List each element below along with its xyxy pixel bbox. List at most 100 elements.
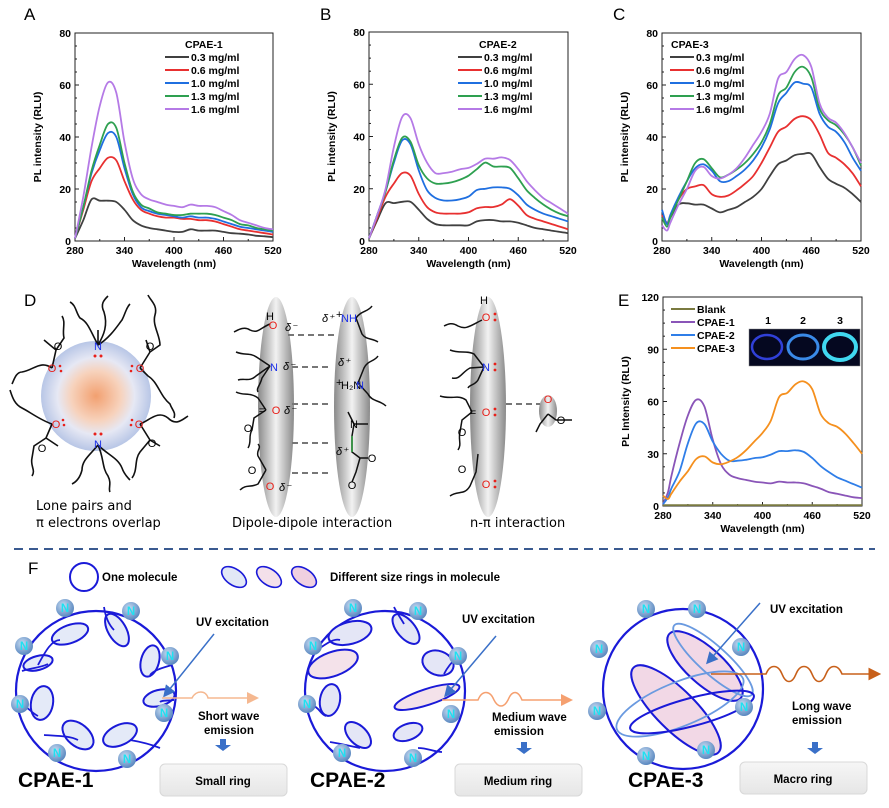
molecule-outline bbox=[14, 609, 178, 773]
delta-minus: δ⁻ bbox=[284, 405, 297, 417]
legend-label: 1.3 mg/ml bbox=[191, 91, 240, 103]
x-axis-label: Wavelength (nm) bbox=[720, 523, 804, 535]
legend-label: 1.0 mg/ml bbox=[484, 78, 533, 90]
y-tick-label: 40 bbox=[646, 132, 658, 144]
ester-oxygen: O bbox=[458, 427, 467, 439]
oxygen-atom: O bbox=[482, 479, 491, 491]
series-line-0-3-mg-ml bbox=[74, 197, 274, 239]
n-atom-label: N bbox=[160, 708, 168, 720]
carbonyl-bond: = bbox=[259, 405, 265, 417]
inset-label-2: 2 bbox=[800, 315, 806, 327]
y-tick-label: 40 bbox=[353, 132, 365, 144]
carbonyl-bond: = bbox=[470, 407, 476, 419]
x-tick-label: 340 bbox=[410, 245, 428, 257]
n-atom-label: N bbox=[642, 604, 650, 616]
emission-label-line1: Long wave bbox=[792, 701, 851, 713]
legend-label: 0.3 mg/ml bbox=[696, 52, 745, 64]
legend-label: 1.0 mg/ml bbox=[191, 78, 240, 90]
series-line-cpae-2 bbox=[662, 420, 863, 505]
plus-charge: + bbox=[336, 309, 342, 321]
n-atom-label: N bbox=[61, 603, 69, 615]
emission-label-line2: emission bbox=[494, 726, 544, 738]
legend-label: CPAE-1 bbox=[697, 317, 735, 329]
dipole-ellipse-right bbox=[334, 297, 370, 517]
y-tick-label: 30 bbox=[647, 449, 659, 461]
legend-label: 0.3 mg/ml bbox=[484, 52, 533, 64]
series-line-1-6-mg-ml bbox=[368, 113, 569, 239]
plot-frame bbox=[661, 32, 862, 242]
oxygen-atom: O bbox=[52, 419, 61, 431]
n-atom-label: N bbox=[123, 754, 131, 766]
ring-icon-medium bbox=[255, 565, 283, 589]
ring-icon-small bbox=[220, 565, 248, 589]
y-tick-label: 60 bbox=[646, 80, 658, 92]
y-axis-label: PL Intensity (RLU) bbox=[620, 356, 632, 447]
nitrogen-atom-bottom: N bbox=[94, 439, 102, 451]
uv-excitation-label: UV excitation bbox=[196, 617, 269, 629]
nitrogen-atoms: N N N N N N N N bbox=[298, 599, 467, 767]
x-tick-label: 520 bbox=[852, 245, 870, 257]
oxygen-atom: O bbox=[136, 363, 145, 375]
nitrogen-atom-top: N bbox=[94, 341, 102, 353]
macro-ring bbox=[672, 622, 754, 698]
carbonyl-oxygen: O bbox=[458, 464, 467, 476]
inset-label-3: 3 bbox=[837, 315, 843, 327]
x-tick-label: 460 bbox=[803, 510, 821, 522]
delta-minus: δ⁻ bbox=[283, 361, 296, 373]
x-tick-label: 280 bbox=[654, 510, 672, 522]
ring-size-label: Medium ring bbox=[484, 776, 552, 788]
inset-label-1: 1 bbox=[765, 315, 771, 327]
n-atom-label: N bbox=[693, 604, 701, 616]
chart-b: 280 340 400 460 520 0 20 40 60 80 Wavelength (nm) P… bbox=[326, 27, 577, 270]
molecule-name: CPAE-2 bbox=[310, 769, 385, 792]
chart-e: 280 340 400 460 520 0 30 60 90 120 Wavelength (nm)… bbox=[620, 292, 871, 535]
ring-size-box bbox=[454, 763, 583, 797]
x-tick-label: 340 bbox=[116, 245, 134, 257]
n-atom-label: N bbox=[53, 748, 61, 760]
x-tick-label: 400 bbox=[460, 245, 478, 257]
oxygen-atom: O bbox=[266, 481, 275, 493]
legend-label: 1.6 mg/ml bbox=[484, 104, 533, 116]
legend-different-rings: Different size rings in molecule bbox=[330, 572, 500, 584]
molecule-outline bbox=[601, 607, 765, 771]
nitrogen-atoms: N N N N N N N N bbox=[11, 599, 179, 768]
x-tick-label: 400 bbox=[165, 245, 183, 257]
vial-1-ring bbox=[750, 333, 784, 361]
one-molecule-icon bbox=[69, 562, 99, 592]
uv-arrow bbox=[163, 633, 215, 698]
nitrogen-atoms: N N N N N N N N bbox=[588, 600, 753, 765]
carbonyl-oxygen: O bbox=[54, 341, 63, 353]
medium-wave-emission-arrow bbox=[442, 691, 573, 707]
dipole-ellipse-left bbox=[258, 297, 294, 517]
macro-ring bbox=[629, 689, 755, 735]
y-tick-label: 90 bbox=[647, 344, 659, 356]
delta-minus: δ⁻ bbox=[279, 482, 292, 494]
ester-oxygen: O bbox=[244, 423, 253, 435]
n-atom-label: N bbox=[338, 748, 346, 760]
n-atom-label: N bbox=[166, 651, 174, 663]
n-atom-label: N bbox=[642, 751, 650, 763]
y-tick-label: 80 bbox=[353, 27, 365, 39]
y-tick-label: 0 bbox=[65, 236, 71, 248]
nitrogen-atom: N bbox=[270, 362, 278, 374]
y-axis-label: PL intensity (RLU) bbox=[619, 92, 631, 183]
molecule-name: CPAE-1 bbox=[18, 769, 94, 792]
ester-oxygen: O bbox=[348, 480, 357, 492]
uv-excitation-label: UV excitation bbox=[770, 604, 843, 616]
y-axis-label: PL intensity (RLU) bbox=[326, 91, 338, 182]
chart-a: 280 340 400 460 520 0 20 40 60 80 Wavelength (nm) P… bbox=[32, 28, 282, 270]
x-tick-label: 520 bbox=[559, 245, 577, 257]
ester-oxygen: O bbox=[557, 415, 566, 427]
series-line-1-6-mg-ml bbox=[661, 53, 862, 232]
macro-ring bbox=[630, 664, 722, 756]
legend-label: 1.3 mg/ml bbox=[484, 91, 533, 103]
series-line-0-3-mg-ml bbox=[368, 200, 569, 239]
uv-excitation-label: UV excitation bbox=[462, 614, 535, 626]
oxygen-atom: O bbox=[269, 320, 278, 332]
diagram-d-lone-pairs: N N O O O O O O O O Lone pairs and π ele… bbox=[9, 294, 189, 531]
n-atom-label: N bbox=[447, 709, 455, 721]
y-tick-label: 120 bbox=[641, 292, 659, 304]
x-tick-label: 280 bbox=[360, 245, 378, 257]
n-atom-label: N bbox=[127, 606, 135, 618]
n-atom-label: N bbox=[349, 603, 357, 615]
